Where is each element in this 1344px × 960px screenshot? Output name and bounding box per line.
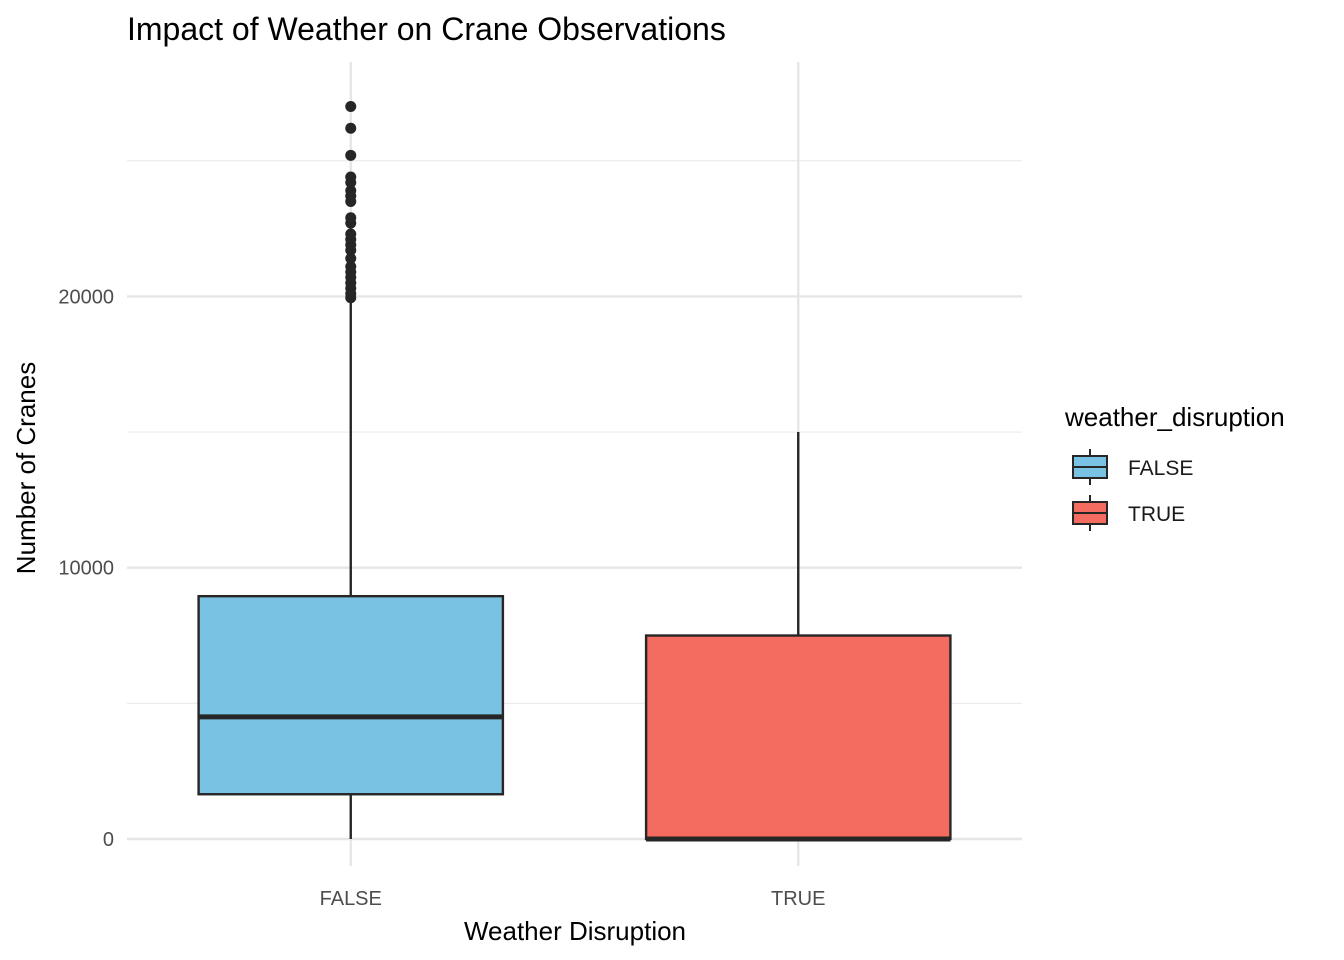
box-false [197, 100, 505, 839]
legend-label: TRUE [1128, 503, 1185, 526]
outlier-point [345, 176, 357, 188]
outlier-point [345, 292, 357, 304]
legend-label: FALSE [1128, 457, 1193, 480]
legend-entry-true: TRUE [1072, 495, 1185, 531]
outlier-point [345, 100, 357, 112]
x-tick-label: TRUE [771, 888, 825, 910]
outlier-point [345, 122, 357, 134]
y-tick-label: 10000 [58, 558, 114, 580]
legend-entry-false: FALSE [1072, 449, 1193, 485]
legend: weather_disruption FALSE TRUE [1064, 402, 1285, 531]
x-tick-label: FALSE [320, 888, 382, 910]
box-plots [197, 100, 952, 842]
outlier-point [345, 195, 357, 207]
outlier-point [345, 149, 357, 161]
outlier-point [345, 252, 357, 264]
y-tick-label: 0 [103, 829, 114, 851]
box-body [197, 594, 505, 796]
outlier-point [345, 217, 357, 229]
legend-title: weather_disruption [1064, 402, 1285, 432]
y-tick-label: 20000 [58, 286, 114, 308]
y-axis-title: Number of Cranes [11, 362, 41, 574]
x-tick-labels: FALSE TRUE [320, 888, 826, 910]
y-tick-labels: 0 10000 20000 [58, 286, 114, 851]
chart-title: Impact of Weather on Crane Observations [127, 11, 726, 47]
x-axis-title: Weather Disruption [464, 916, 686, 946]
box-body [644, 634, 952, 841]
outlier-point [345, 244, 357, 256]
box-true [644, 432, 952, 842]
